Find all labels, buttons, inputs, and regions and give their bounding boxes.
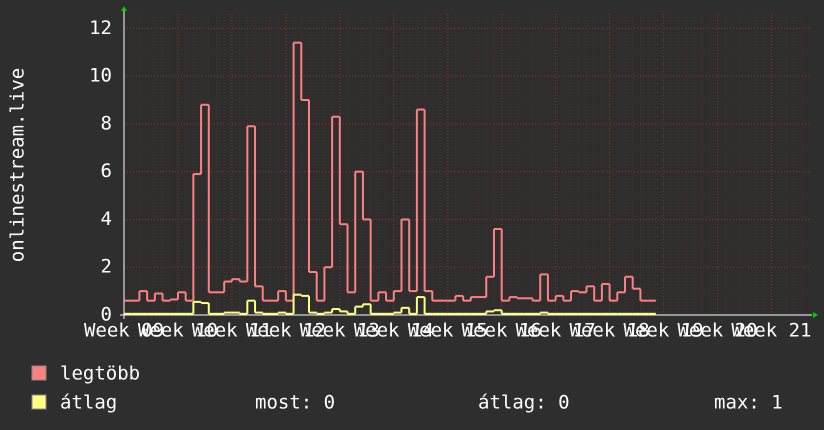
y-tick-label: 10 xyxy=(89,65,112,87)
legend-label: átlag xyxy=(60,392,117,414)
legend-label: legtöbb xyxy=(60,363,140,385)
legend-swatch xyxy=(31,394,47,410)
y-tick-label: 8 xyxy=(101,112,112,134)
stat: max: 1 xyxy=(714,392,783,414)
x-tick-label: Week 16 xyxy=(462,320,542,342)
x-tick-label: Week 14 xyxy=(354,320,434,342)
x-tick-label: Week 19 xyxy=(624,320,704,342)
stat: átlag: 0 xyxy=(478,392,570,414)
x-tick-label: Week 11 xyxy=(192,320,272,342)
legend-swatch xyxy=(31,365,47,381)
y-tick-label: 6 xyxy=(101,160,112,182)
x-tick-label: Week 10 xyxy=(138,320,218,342)
x-tick-label: Week 21 xyxy=(731,320,811,342)
x-tick-label: Week 09 xyxy=(84,320,164,342)
x-tick-label: Week 12 xyxy=(246,320,326,342)
y-tick-label: 4 xyxy=(101,208,112,230)
x-tick-label: Week 20 xyxy=(677,320,757,342)
x-axis-arrow xyxy=(813,312,818,318)
stat: most: 0 xyxy=(255,392,335,414)
y-tick-label: 2 xyxy=(101,256,112,278)
y-tick-label: 0 xyxy=(101,304,112,326)
x-tick-label: Week 17 xyxy=(516,320,596,342)
y-axis-label: onlinestream.live xyxy=(7,68,29,262)
y-axis-arrow xyxy=(121,6,127,11)
x-tick-label: Week 13 xyxy=(300,320,380,342)
x-tick-label: Week 15 xyxy=(408,320,488,342)
x-tick-label: Week 18 xyxy=(570,320,650,342)
y-tick-label: 12 xyxy=(89,17,112,39)
